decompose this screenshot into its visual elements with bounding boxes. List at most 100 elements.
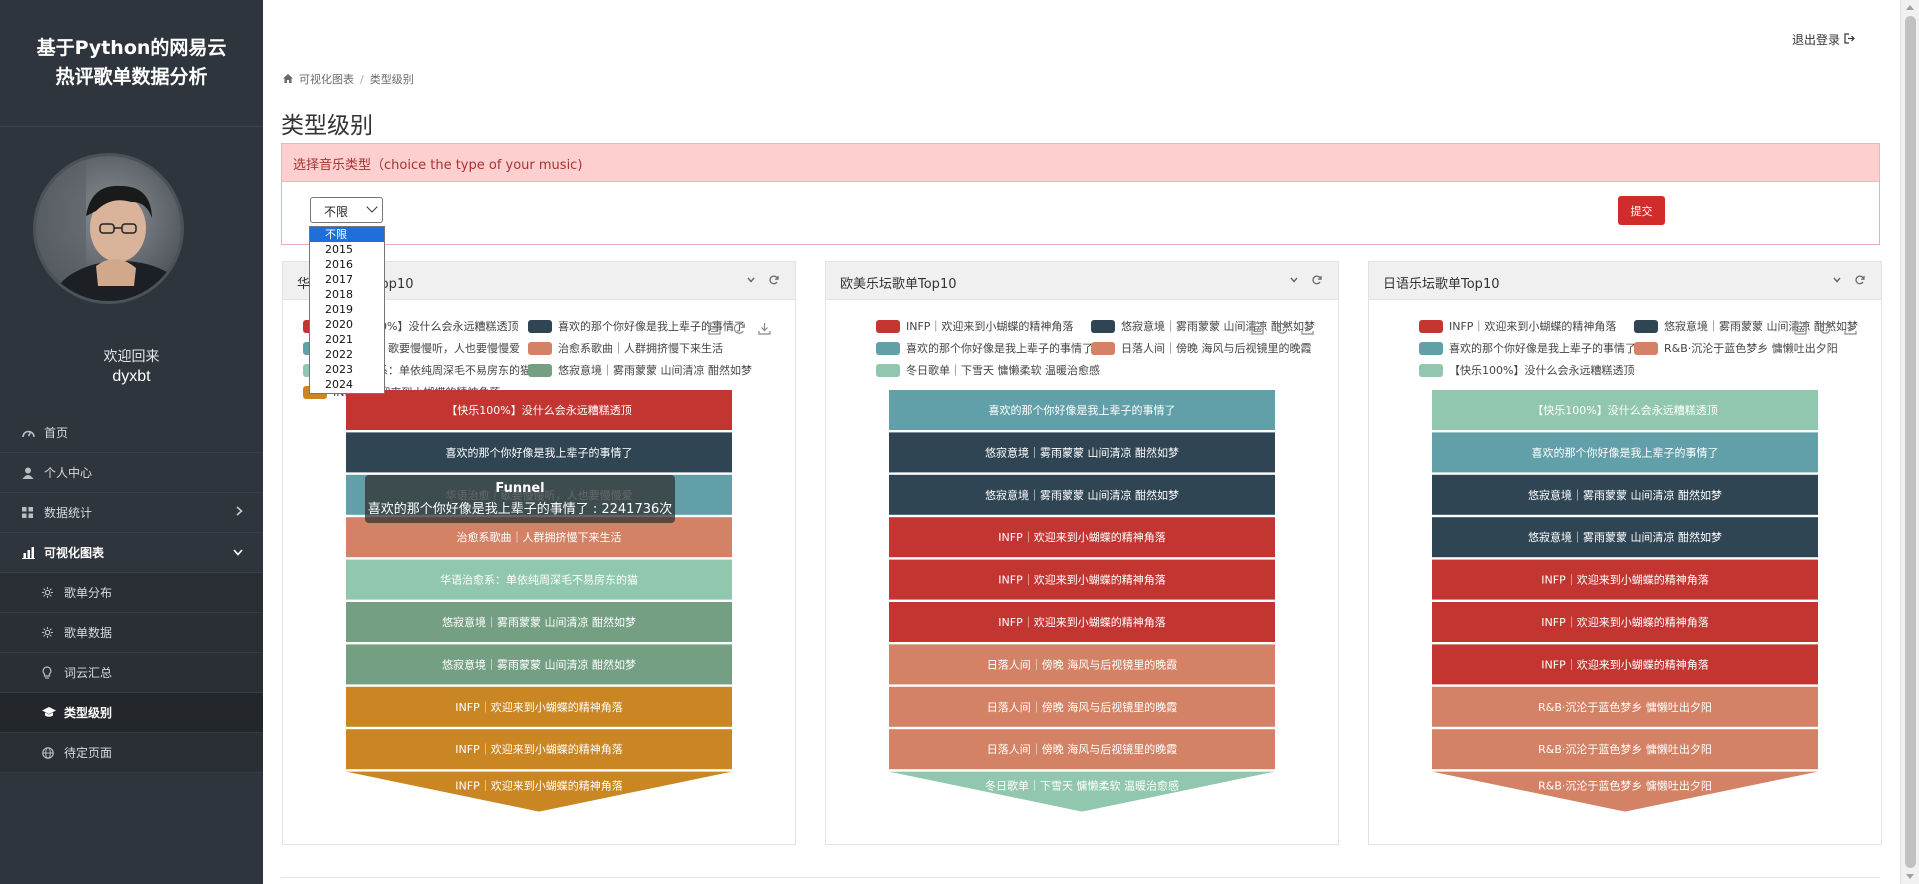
download-icon[interactable] [758,322,771,338]
legend-item[interactable]: 悠寂意境｜雾雨蒙蒙 山间清凉 酣然如梦 [1634,318,1858,334]
download-icon[interactable] [1844,322,1857,338]
funnel-label: 悠寂意境｜雾雨蒙蒙 山间清凉 酣然如梦 [985,488,1179,502]
breadcrumb-home[interactable]: 可视化图表 [299,73,354,86]
collapse-icon[interactable] [1833,275,1841,288]
funnel-label: 喜欢的那个你好像是我上辈子的事情了 [446,445,633,459]
chart-tooltip: Funnel 喜欢的那个你好像是我上辈子的事情了 : 2241736次 [365,475,675,523]
legend-item[interactable]: 喜欢的那个你好像是我上辈子的事情了 [876,340,1093,356]
refresh-icon[interactable] [1312,275,1322,288]
collapse-icon[interactable] [747,275,755,288]
funnel-label: 华语治愈系：单依纯周深毛不易房东的猫 [440,573,638,587]
legend-item[interactable]: 喜欢的那个你好像是我上辈子的事情了 [1419,340,1636,356]
dropdown-option[interactable]: 2020 [325,318,353,331]
refresh-icon[interactable] [769,275,779,288]
card-title: 日语乐坛歌单Top10 [1383,277,1500,292]
funnel-layer[interactable] [346,390,732,430]
funnel-layer[interactable] [889,517,1275,558]
sidebar-item-home[interactable]: 首页 [0,413,263,453]
collapse-icon[interactable] [1290,275,1298,288]
funnel-layer[interactable] [889,729,1275,770]
user-icon [22,467,44,479]
funnel-layer[interactable] [889,474,1275,515]
legend-swatch [876,341,900,355]
funnel-layer[interactable] [1432,474,1818,515]
funnel-layer[interactable] [1432,644,1818,685]
funnel-layer[interactable] [1432,771,1818,812]
funnel-layer[interactable] [1432,390,1818,430]
scrollbar-thumb[interactable] [1905,16,1916,868]
funnel-layer[interactable] [1432,686,1818,727]
chart-card-western: 欧美乐坛歌单Top10 INFP｜欢迎来到小蝴蝶的精神角落 悠寂意境｜雾雨蒙蒙 山… [825,261,1339,845]
funnel-layer[interactable] [346,602,732,642]
year-select[interactable]: 不限 [310,197,383,223]
funnel-layer[interactable] [1432,602,1818,642]
scroll-up-icon[interactable] [1906,5,1914,10]
funnel-layer[interactable] [346,432,732,473]
dropdown-option[interactable]: 2021 [325,333,353,346]
restore-icon[interactable] [733,322,746,338]
dropdown-option[interactable]: 2023 [325,363,353,376]
restore-icon[interactable] [1819,322,1832,338]
legend-item[interactable]: 治愈系歌曲｜人群拥挤慢下来生活 [528,340,723,356]
legend-item[interactable]: 日落人间｜傍晚 海风与后视镜里的晚霞 [1091,340,1312,356]
legend-item[interactable]: 冬日歌单｜下雪天 慵懒柔软 温暖治愈感 [876,362,1100,378]
legend-item[interactable]: R&B·沉沦于蓝色梦乡 慵懒吐出夕阳 [1634,340,1838,356]
sign-out-icon [1844,32,1855,47]
page-scrollbar[interactable] [1900,0,1919,884]
legend-item[interactable]: 【快乐100%】没什么会永远糟糕透顶 [1419,362,1634,378]
scroll-down-icon[interactable] [1906,874,1914,879]
funnel-layer[interactable] [346,644,732,685]
legend-label: 日落人间｜傍晚 海风与后视镜里的晚霞 [1121,342,1312,355]
funnel-layer[interactable] [889,432,1275,473]
dropdown-option[interactable]: 不限 [310,227,384,242]
refresh-icon[interactable] [1855,275,1865,288]
funnel-layer[interactable] [1432,432,1818,473]
sidebar-item-wordcloud[interactable]: 词云汇总 [0,653,263,693]
dropdown-option[interactable]: 2017 [325,273,353,286]
submit-button[interactable]: 提交 [1618,196,1665,225]
legend-item[interactable]: INFP｜欢迎来到小蝴蝶的精神角落 [876,318,1073,334]
funnel-layer[interactable] [889,686,1275,727]
funnel-layer[interactable] [1432,517,1818,558]
funnel-label: INFP｜欢迎来到小蝴蝶的精神角落 [1541,615,1708,629]
funnel-layer[interactable] [1432,559,1818,600]
sidebar-item-label: 个人中心 [44,466,93,480]
sidebar-item-playlist-data[interactable]: 歌单数据 [0,613,263,653]
funnel-layer[interactable] [889,644,1275,685]
funnel-layer[interactable] [889,771,1275,812]
funnel-layer[interactable] [346,686,732,727]
funnel-layer[interactable] [1432,729,1818,770]
sidebar-item-pending[interactable]: 待定页面 [0,733,263,773]
funnel-layer[interactable] [889,602,1275,642]
data-view-icon[interactable] [708,322,721,338]
funnel-layer[interactable] [889,390,1275,430]
sidebar-item-profile[interactable]: 个人中心 [0,453,263,493]
dropdown-option[interactable]: 2015 [325,243,353,256]
download-icon[interactable] [1301,322,1314,338]
data-view-icon[interactable] [1251,322,1264,338]
dropdown-option[interactable]: 2016 [325,258,353,271]
username: dyxbt [112,368,151,385]
sidebar-item-statistics[interactable]: 数据统计 [0,493,263,533]
legend-item[interactable]: 喜欢的那个你好像是我上辈子的事情了 [528,318,745,334]
funnel-layer[interactable] [346,729,732,770]
dropdown-option[interactable]: 2019 [325,303,353,316]
sidebar-item-type-level[interactable]: 类型级别 [0,693,263,733]
legend-item[interactable]: INFP｜欢迎来到小蝴蝶的精神角落 [1419,318,1616,334]
funnel-layer[interactable] [346,517,732,558]
sidebar-item-distribution[interactable]: 歌单分布 [0,573,263,613]
legend-item[interactable]: 悠寂意境｜雾雨蒙蒙 山间清凉 酣然如梦 [1091,318,1315,334]
legend-item[interactable]: 悠寂意境｜雾雨蒙蒙 山间清凉 酣然如梦 [528,362,752,378]
funnel-label: R&B·沉沦于蓝色梦乡 慵懒吐出夕阳 [1538,700,1712,714]
logout-link[interactable]: 退出登录 [1792,31,1855,48]
dropdown-option[interactable]: 2018 [325,288,353,301]
funnel-layer[interactable] [346,771,732,812]
funnel-layer[interactable] [889,559,1275,600]
dropdown-option[interactable]: 2022 [325,348,353,361]
restore-icon[interactable] [1276,322,1289,338]
sidebar-item-charts[interactable]: 可视化图表 [0,533,263,573]
dropdown-option[interactable]: 2024 [325,378,353,391]
data-view-icon[interactable] [1794,322,1807,338]
funnel-layer[interactable] [346,559,732,600]
bulb-icon [42,666,64,679]
